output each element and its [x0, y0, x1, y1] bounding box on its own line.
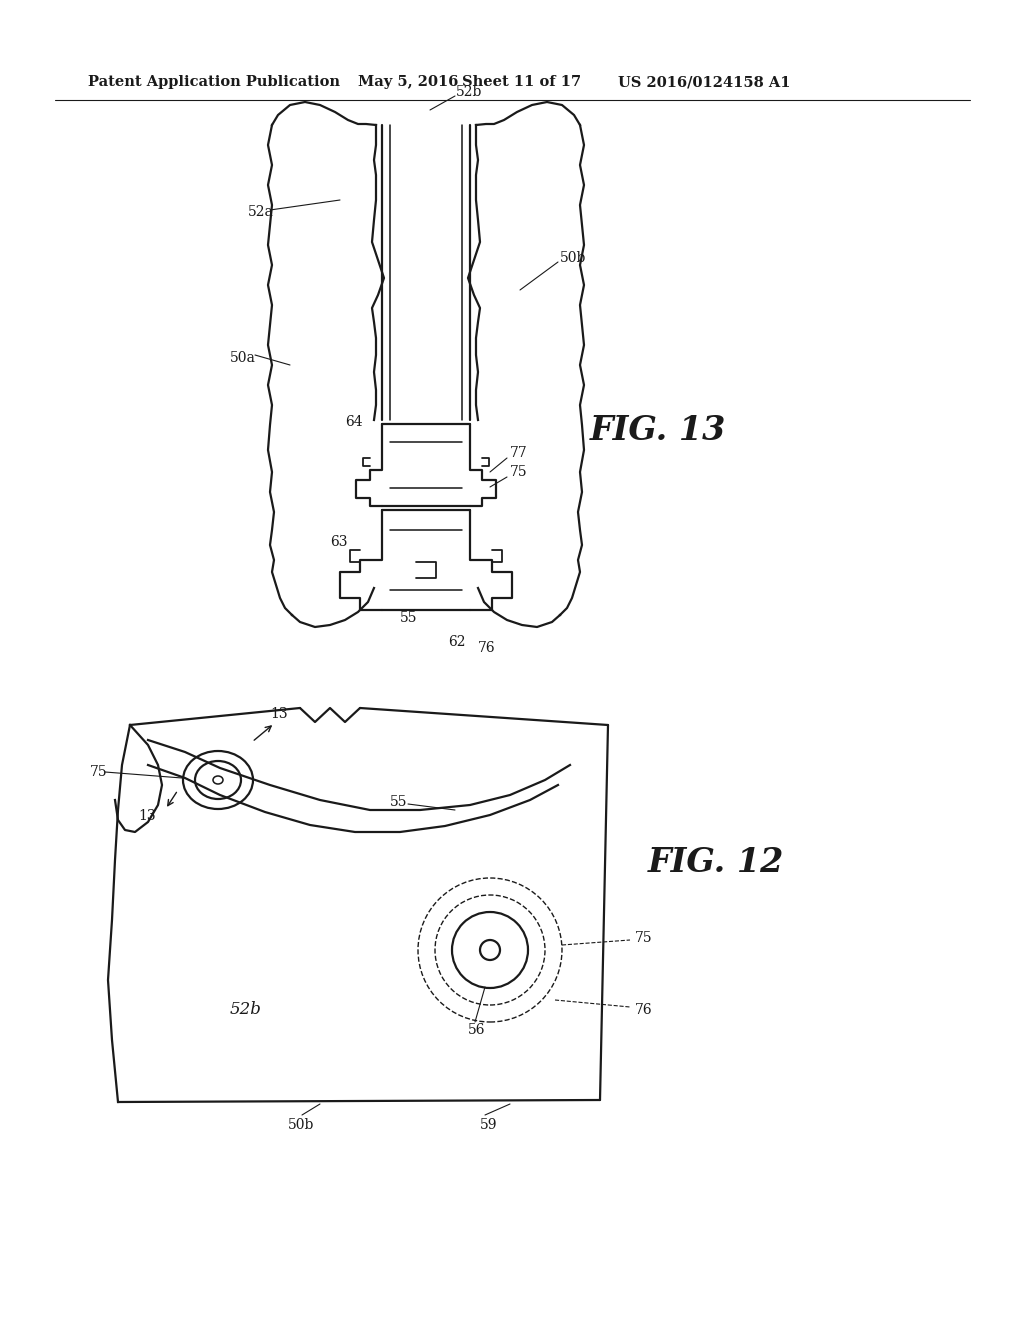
Text: 62: 62: [449, 635, 466, 649]
Text: FIG. 13: FIG. 13: [590, 413, 726, 446]
Text: Patent Application Publication: Patent Application Publication: [88, 75, 340, 88]
Text: 75: 75: [635, 931, 652, 945]
Text: US 2016/0124158 A1: US 2016/0124158 A1: [618, 75, 791, 88]
Text: May 5, 2016: May 5, 2016: [358, 75, 459, 88]
Text: 56: 56: [468, 1023, 485, 1038]
Text: 50b: 50b: [288, 1118, 314, 1133]
Text: 76: 76: [635, 1003, 652, 1016]
Text: 52a: 52a: [248, 205, 273, 219]
Text: 55: 55: [400, 611, 418, 624]
Text: 63: 63: [330, 535, 347, 549]
Text: 77: 77: [510, 446, 527, 459]
Text: 52b: 52b: [456, 84, 482, 99]
Text: 75: 75: [510, 465, 527, 479]
Text: 52b: 52b: [230, 1002, 262, 1019]
Text: 13: 13: [270, 708, 288, 721]
Text: FIG. 12: FIG. 12: [648, 846, 784, 879]
Text: 64: 64: [345, 414, 362, 429]
Text: 50b: 50b: [560, 251, 587, 265]
Text: 75: 75: [90, 766, 108, 779]
Text: 59: 59: [480, 1118, 498, 1133]
Text: 76: 76: [478, 642, 496, 655]
Text: 13: 13: [138, 809, 156, 822]
Text: 50a: 50a: [230, 351, 256, 366]
Text: 55: 55: [390, 795, 408, 809]
Text: Sheet 11 of 17: Sheet 11 of 17: [462, 75, 582, 88]
